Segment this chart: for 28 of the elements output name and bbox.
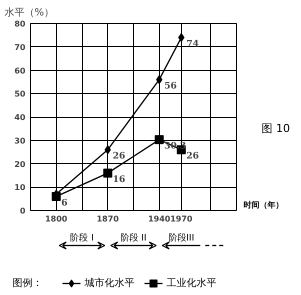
data-label: 16 [112, 175, 126, 186]
y-tick-label: 80 [14, 20, 26, 28]
x-tick-label: 1870 [96, 214, 120, 224]
data-label: 26 [112, 152, 126, 162]
x-tick-label: 1800 [45, 214, 68, 224]
y-tick-label: 40 [14, 113, 26, 122]
text: 阶段 I [70, 232, 94, 244]
y-tick-label: 60 [14, 66, 26, 76]
y-axis-title: 水平（%） [4, 6, 54, 18]
y-tick-label: 0 [20, 206, 26, 216]
y-tick-label: 20 [14, 160, 26, 169]
legend-title: 图例： [12, 278, 42, 289]
data-label: 30.3 [164, 142, 186, 152]
data-label: 56 [164, 82, 177, 92]
data-label: 6 [61, 198, 68, 208]
x-tick-label: 1940 [148, 214, 171, 224]
y-tick-label: 30 [14, 136, 26, 146]
x-axis-title: 时间（年） [244, 200, 284, 210]
text: 阶段III [168, 232, 194, 244]
y-tick-label: 50 [14, 90, 26, 99]
y-tick-label: 10 [14, 183, 26, 192]
legend-label: 工业化水平 [166, 277, 216, 289]
legend-label: 城市化水平 [84, 277, 134, 289]
y-tick-label: 70 [14, 42, 26, 52]
x-tick-label: 1970 [170, 214, 193, 224]
text: 阶段 II [120, 232, 147, 244]
data-label: 26 [186, 152, 199, 162]
caption: 图 10 [262, 122, 290, 135]
